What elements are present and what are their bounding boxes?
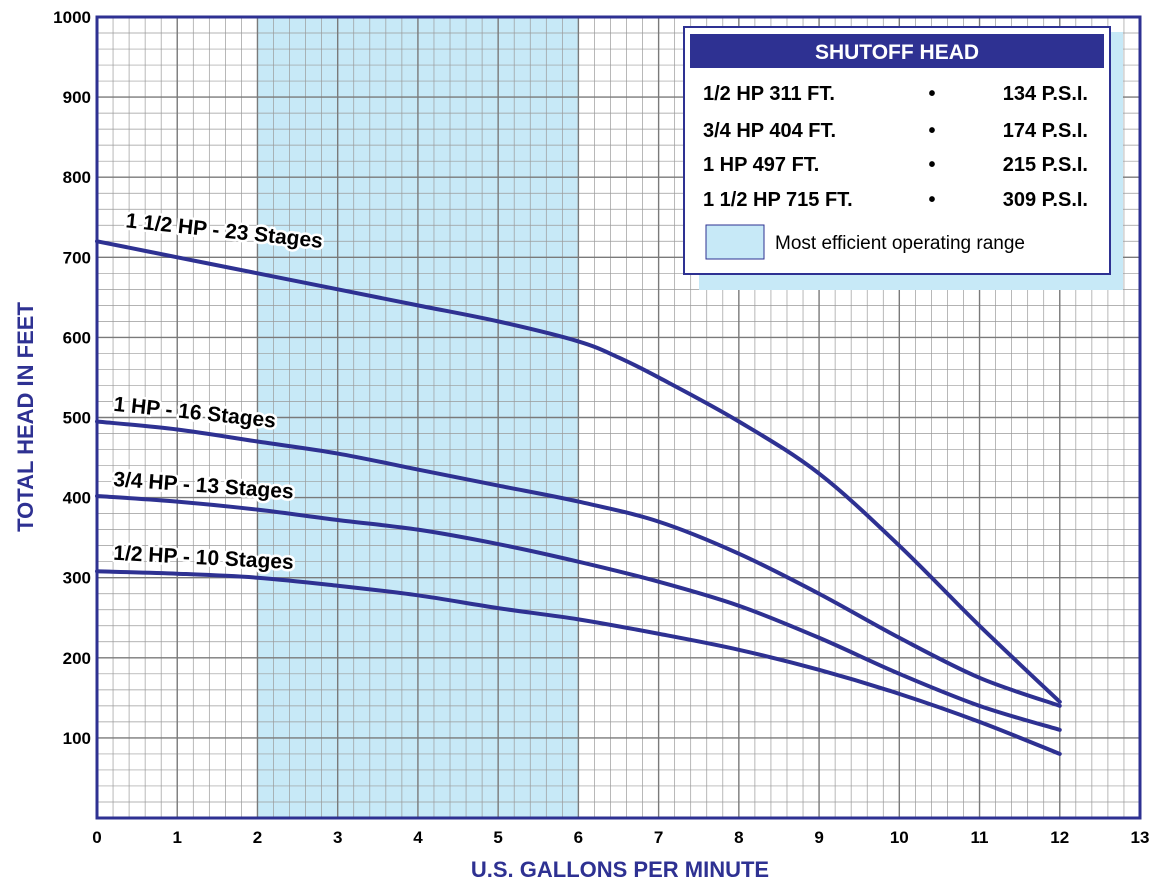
legend-row-psi: 174 P.S.I. <box>1003 120 1088 142</box>
y-tick-label: 500 <box>63 409 91 428</box>
x-tick-label: 12 <box>1050 828 1069 847</box>
pump-curve <box>95 239 1062 704</box>
shutoff-head-legend: SHUTOFF HEAD 1/2 HP 311 FT. • 134 P.S.I.… <box>683 26 1123 290</box>
y-tick-label: 800 <box>63 168 91 187</box>
legend-row-bullet: • <box>928 189 935 211</box>
y-tick-label: 900 <box>63 88 91 107</box>
x-tick-label: 5 <box>493 828 502 847</box>
x-tick-label: 13 <box>1131 828 1150 847</box>
plot-frame <box>95 15 1142 820</box>
y-tick-label: 400 <box>63 489 91 508</box>
x-tick-label: 10 <box>890 828 909 847</box>
efficient-range-swatch <box>705 224 765 260</box>
x-tick-label: 9 <box>814 828 823 847</box>
x-axis-title: U.S. GALLONS PER MINUTE <box>471 857 769 882</box>
legend-row-psi: 309 P.S.I. <box>1003 189 1088 211</box>
legend-row-psi: 215 P.S.I. <box>1003 154 1088 176</box>
y-tick-labels: 100 200 300 400 500 600 700 800 900 1000 <box>53 8 91 748</box>
x-tick-labels: 0 1 2 3 4 5 6 7 8 9 10 11 12 13 <box>92 828 1149 847</box>
pump-curve <box>95 419 1062 708</box>
x-tick-label: 7 <box>654 828 663 847</box>
legend-title-bar <box>690 34 1104 68</box>
legend-row-bullet: • <box>928 120 935 142</box>
legend-row-hp: 1 1/2 HP 715 FT. <box>703 189 853 211</box>
legend-row-hp: 1/2 HP 311 FT. <box>703 83 835 105</box>
y-tick-label: 200 <box>63 649 91 668</box>
y-tick-label: 100 <box>63 729 91 748</box>
legend-row-bullet: • <box>928 83 935 105</box>
y-tick-label: 300 <box>63 569 91 588</box>
legend-title: SHUTOFF HEAD <box>815 41 979 64</box>
x-tick-label: 6 <box>574 828 583 847</box>
y-tick-label: 1000 <box>53 8 91 27</box>
major-grid <box>96 16 1141 819</box>
x-tick-label: 4 <box>413 828 423 847</box>
x-tick-label: 11 <box>971 828 989 847</box>
legend-row-hp: 1 HP 497 FT. <box>703 154 819 176</box>
pump-curves <box>95 239 1062 756</box>
y-tick-label: 600 <box>63 328 91 347</box>
legend-row-psi: 134 P.S.I. <box>1003 83 1088 105</box>
pump-curve <box>95 569 1062 756</box>
x-tick-label: 3 <box>333 828 342 847</box>
pump-curve <box>95 493 1062 732</box>
legend-row-hp: 3/4 HP 404 FT. <box>703 120 836 142</box>
x-tick-label: 2 <box>253 828 262 847</box>
legend-row-bullet: • <box>928 154 935 176</box>
x-tick-label: 8 <box>734 828 743 847</box>
y-tick-label: 700 <box>63 248 91 267</box>
y-axis-title: TOTAL HEAD IN FEET <box>13 302 38 532</box>
efficient-range-label: Most efficient operating range <box>775 233 1025 254</box>
x-tick-label: 1 <box>172 828 181 847</box>
x-tick-label: 0 <box>92 828 101 847</box>
